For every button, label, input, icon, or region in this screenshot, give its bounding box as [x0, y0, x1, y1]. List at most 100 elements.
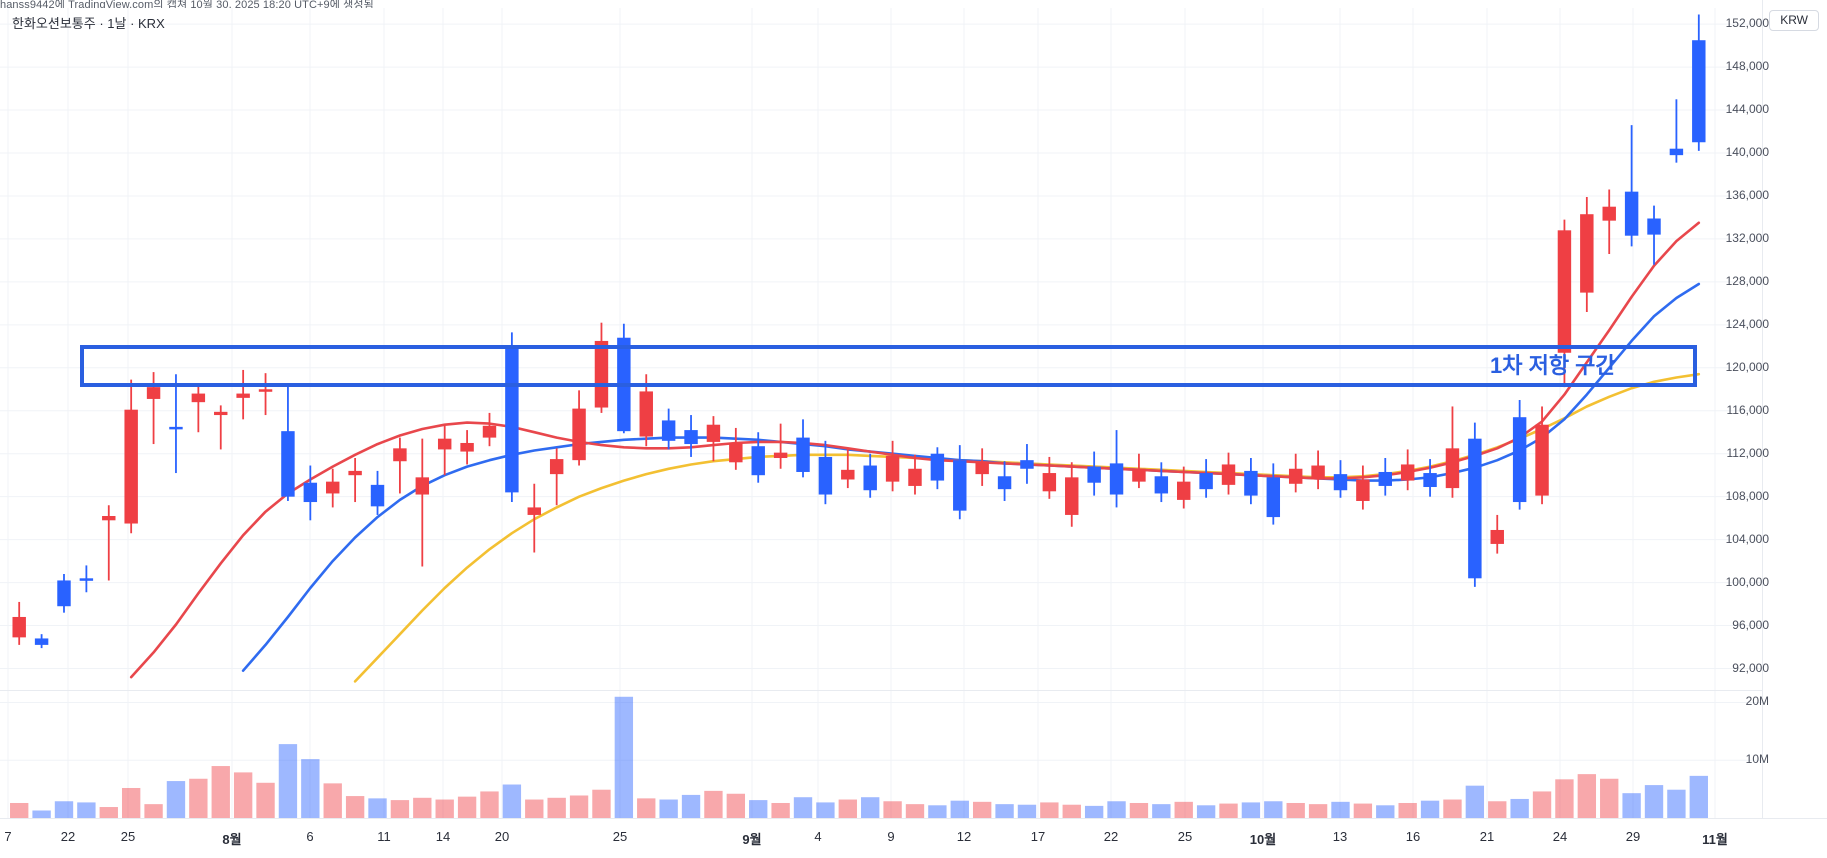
- candle: [460, 430, 474, 465]
- time-tick-label: 6: [306, 829, 314, 844]
- volume-bar: [435, 799, 454, 818]
- candle: [594, 322, 609, 413]
- candle: [549, 448, 564, 506]
- volume-bar: [1577, 774, 1597, 818]
- candle: [1692, 14, 1706, 151]
- volume-bar: [1174, 801, 1193, 818]
- candle: [908, 454, 922, 495]
- candle: [12, 601, 26, 645]
- volume-bar: [569, 795, 589, 818]
- volume-bar: [1465, 785, 1485, 818]
- volume-bar: [368, 798, 387, 818]
- volume-bar: [1286, 802, 1305, 818]
- candle: [1109, 430, 1124, 508]
- legend-symbol-text: 한화오션보통주 · 1날 · KRX: [12, 16, 165, 31]
- time-axis[interactable]: 7 22 25 8월 6 11 14 20 25 9월 4 9 12 17 22 25 10월 13 16 21 24 2…: [0, 818, 1827, 858]
- candle: [997, 461, 1012, 501]
- candle: [975, 448, 989, 486]
- time-tick-label: 20: [494, 829, 510, 844]
- time-tick-label: 4: [814, 829, 822, 844]
- volume-bar: [816, 802, 835, 818]
- candle: [1221, 452, 1236, 495]
- price-pane[interactable]: [0, 8, 1762, 690]
- volume-bar: [1353, 803, 1373, 818]
- candle: [57, 574, 71, 613]
- time-tick-label: 9: [887, 829, 895, 844]
- candle: [236, 369, 250, 420]
- time-tick-label: 12: [956, 829, 972, 844]
- candle: [729, 427, 743, 470]
- volume-bar: [189, 778, 208, 818]
- candle: [1333, 460, 1348, 498]
- candle: [1356, 465, 1370, 510]
- candle: [841, 449, 855, 489]
- candle: [1266, 463, 1281, 525]
- candle: [1177, 466, 1191, 509]
- volume-bar: [323, 783, 342, 818]
- candle: [415, 438, 430, 567]
- volume-bar: [1600, 778, 1619, 818]
- volume-bar: [972, 801, 992, 818]
- candle: [661, 408, 676, 450]
- volume-bar: [32, 810, 51, 818]
- candle: [684, 415, 698, 457]
- time-tick-label: 11: [377, 829, 391, 844]
- price-axis[interactable]: KRW 152,000 148,000 144,000 140,000 136,000 1…: [1726, 0, 1827, 818]
- volume-bar: [1129, 802, 1149, 818]
- volume-pane[interactable]: [0, 690, 1762, 818]
- volume-bar: [413, 797, 432, 818]
- volume-bar: [659, 799, 678, 818]
- volume-bar: [793, 797, 813, 818]
- volume-bar: [1376, 805, 1395, 818]
- candle: [572, 390, 586, 466]
- time-tick-label: 25: [612, 829, 628, 844]
- volume-bar: [681, 794, 701, 818]
- candle: [1669, 99, 1684, 163]
- candle: [102, 505, 116, 581]
- candle: [1154, 462, 1169, 503]
- candle: [1132, 453, 1146, 489]
- volume-bar: [1689, 775, 1708, 818]
- volume-bar: [121, 787, 141, 818]
- candle: [818, 440, 833, 505]
- candle: [863, 453, 877, 498]
- volume-bar: [1219, 803, 1238, 818]
- candle: [124, 379, 138, 534]
- time-tick-label: 22: [1103, 829, 1119, 844]
- volume-bar: [1488, 801, 1507, 818]
- candle: [34, 634, 49, 649]
- volume-bar: [1510, 798, 1529, 818]
- volume-bar: [1622, 793, 1641, 818]
- volume-bar: [1308, 804, 1328, 818]
- attribution-text: hanss9442에 TradingView.com의 캡쳐 10월 30, 2…: [0, 0, 374, 8]
- time-tick-label: 17: [1030, 829, 1046, 844]
- volume-bar: [99, 807, 118, 818]
- time-tick-label: 24: [1552, 829, 1568, 844]
- volume-bar: [144, 804, 163, 818]
- volume-bar: [928, 805, 947, 818]
- volume-bar: [1398, 802, 1417, 818]
- time-tick-label: 29: [1625, 829, 1641, 844]
- volume-bar: [861, 797, 880, 818]
- volume-bar: [10, 802, 29, 818]
- candle: [326, 468, 340, 508]
- volume-bar: [54, 801, 74, 818]
- volume-bar: [525, 799, 544, 818]
- volume-bar: [614, 696, 634, 818]
- volume-bar: [301, 759, 320, 818]
- currency-badge[interactable]: KRW: [1769, 10, 1819, 31]
- volume-bar: [1241, 802, 1261, 818]
- candle: [617, 323, 631, 434]
- candle: [1400, 449, 1415, 491]
- candle: [1065, 462, 1079, 527]
- volume-bar: [1644, 785, 1664, 818]
- volume-bar: [1040, 802, 1059, 818]
- volume-bar: [637, 798, 656, 818]
- candle: [1624, 125, 1639, 247]
- candle: [527, 483, 541, 553]
- volume-bar: [278, 744, 298, 818]
- chart-legend[interactable]: 한화오션보통주 · 1날 · KRX: [12, 13, 165, 32]
- volume-bar: [457, 796, 477, 818]
- volume-bar: [1107, 801, 1126, 818]
- candle: [1557, 219, 1572, 388]
